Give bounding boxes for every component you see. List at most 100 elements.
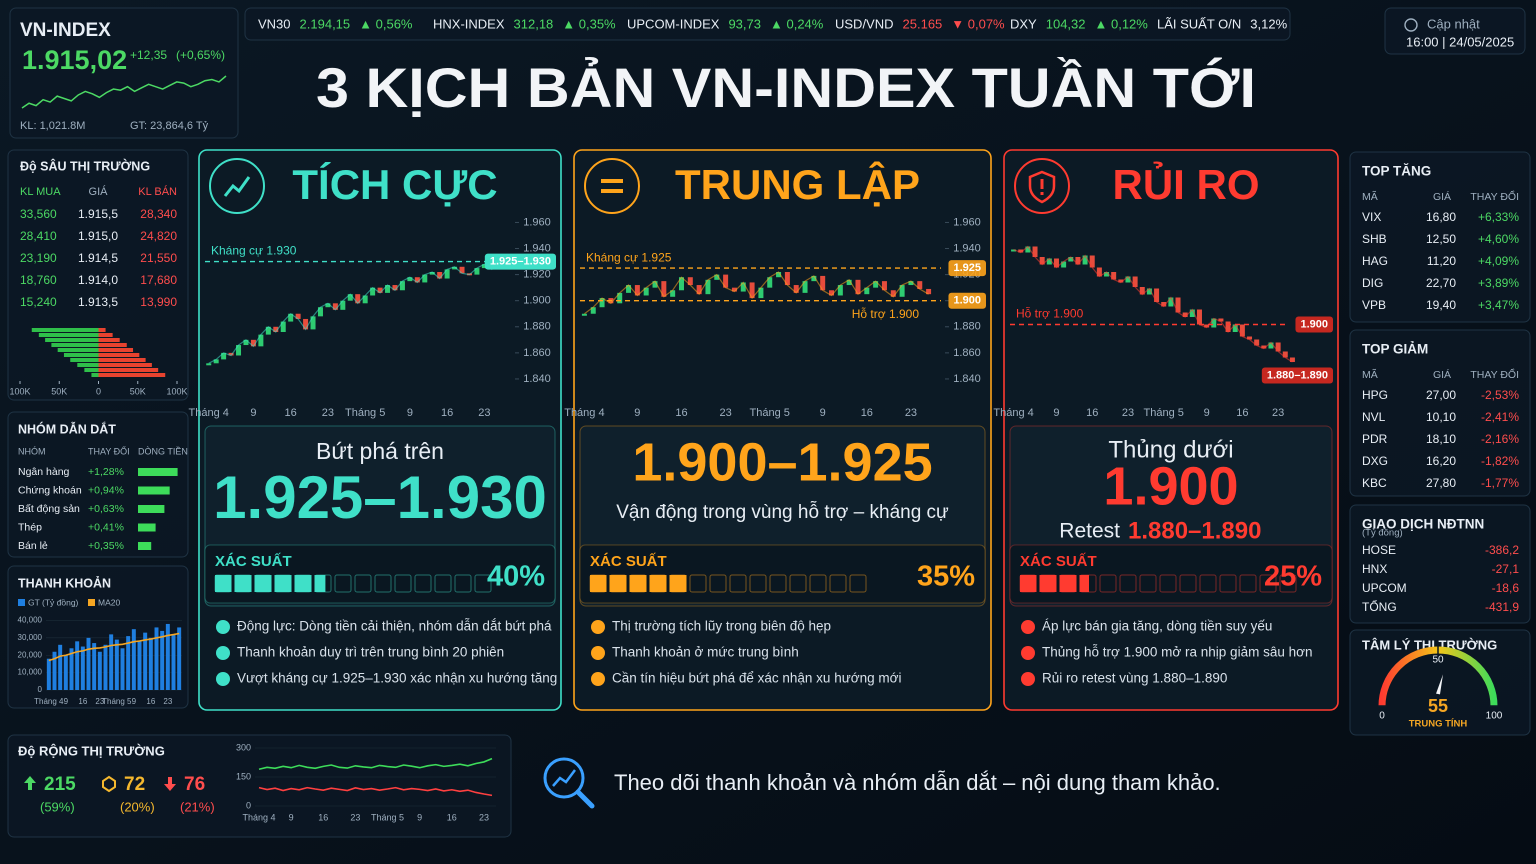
ask-bar bbox=[98, 363, 152, 367]
probability-cell bbox=[414, 574, 432, 593]
candle bbox=[1132, 276, 1138, 287]
candle bbox=[362, 295, 368, 304]
ticker-name: DXY bbox=[1010, 16, 1037, 31]
panel bbox=[1349, 504, 1531, 624]
depth-cell: 23,190 bbox=[20, 251, 57, 265]
scenario-point: Thanh khoản ở mức trung bình bbox=[612, 645, 799, 660]
probability-cell bbox=[769, 574, 787, 593]
cell-gap bbox=[1096, 574, 1100, 593]
candle bbox=[1282, 351, 1288, 358]
cell-gap bbox=[251, 574, 255, 593]
x-tick-label: 16 bbox=[146, 697, 155, 706]
x-tick-label: Tháng 5 bbox=[750, 407, 790, 419]
scenario-point: Vượt kháng cự 1.925–1.930 xác nhận xu hư… bbox=[237, 671, 557, 686]
ticker-value: 104,32 bbox=[1046, 16, 1086, 31]
cell-gap bbox=[706, 574, 710, 593]
y-tick-label: 1.940 bbox=[953, 242, 981, 254]
candle bbox=[1239, 324, 1245, 337]
down-arrow bbox=[164, 777, 176, 791]
candle bbox=[459, 266, 465, 274]
table-cell: SHB bbox=[1362, 232, 1387, 246]
x-tick-label: 9 bbox=[250, 407, 256, 419]
bid-bar bbox=[45, 338, 99, 342]
bar bbox=[58, 644, 63, 690]
candle bbox=[1189, 309, 1195, 317]
panel bbox=[7, 734, 512, 838]
table-cell: -2,53% bbox=[1481, 388, 1519, 402]
probability-cell bbox=[294, 574, 312, 593]
leader-name: Chứng khoán bbox=[18, 484, 82, 496]
ask-bar bbox=[98, 368, 159, 372]
panel bbox=[1349, 329, 1531, 497]
candle bbox=[767, 277, 773, 288]
candle bbox=[820, 275, 826, 291]
candle bbox=[422, 274, 428, 283]
leader-name: Thép bbox=[18, 521, 42, 533]
candle bbox=[1168, 297, 1174, 307]
x-tick-label: Tháng 4 bbox=[189, 407, 229, 419]
up-arrow bbox=[24, 776, 36, 790]
cell-gap bbox=[1196, 574, 1200, 593]
cell-gap bbox=[471, 574, 475, 593]
probability-cell bbox=[1119, 574, 1137, 593]
panel-title: THANH KHOẢN bbox=[18, 575, 111, 590]
panel-title: NHÓM DẪN DẮT bbox=[18, 421, 116, 436]
bullet-icon bbox=[1021, 672, 1035, 686]
ask-bar bbox=[98, 343, 127, 347]
panel bbox=[1384, 7, 1526, 55]
candle bbox=[1053, 258, 1059, 268]
probability-cell bbox=[649, 574, 667, 593]
x-tick-label: 23 bbox=[350, 812, 360, 822]
probability-cell bbox=[1099, 574, 1117, 593]
table-cell: -1,77% bbox=[1481, 476, 1519, 490]
ask-bar bbox=[98, 328, 106, 332]
cell-gap bbox=[291, 574, 295, 593]
bullet-icon bbox=[591, 672, 605, 686]
bullet-icon bbox=[591, 646, 605, 660]
candle bbox=[1075, 257, 1081, 265]
candle bbox=[1254, 339, 1260, 346]
probability-cell bbox=[314, 574, 332, 593]
bar bbox=[63, 655, 68, 690]
depth-cell: 1.913,5 bbox=[78, 295, 118, 309]
bar bbox=[120, 648, 125, 690]
ticker-value: 93,73 bbox=[728, 16, 761, 31]
candle bbox=[652, 281, 658, 288]
flat-icon bbox=[102, 775, 116, 793]
candle bbox=[864, 287, 870, 295]
probability-cell bbox=[1179, 574, 1197, 593]
cell-gap bbox=[271, 574, 275, 593]
table-cell: HAG bbox=[1362, 254, 1388, 268]
x-tick-label: 50K bbox=[130, 386, 146, 396]
candle bbox=[1232, 324, 1238, 332]
series-line bbox=[48, 632, 180, 662]
x-tick-label: 23 bbox=[905, 407, 917, 419]
candle bbox=[617, 292, 623, 304]
ticker-value: 312,18 bbox=[514, 16, 554, 31]
table-header: MÃ bbox=[1362, 190, 1378, 203]
probability-value: 25% bbox=[1264, 561, 1322, 593]
cell-gap bbox=[1156, 574, 1160, 593]
candle bbox=[1011, 249, 1017, 252]
x-tick-label: Tháng 5 bbox=[1144, 407, 1184, 419]
panel bbox=[1349, 629, 1531, 736]
icon-glyph bbox=[223, 176, 251, 197]
cell-gap bbox=[351, 574, 355, 593]
probability-cell bbox=[1019, 574, 1037, 593]
depth-cell: 28,340 bbox=[140, 207, 177, 221]
x-tick-label: 9 bbox=[1204, 407, 1210, 419]
table-cell: 18,10 bbox=[1426, 432, 1456, 446]
candle bbox=[280, 321, 286, 332]
table-cell: -431,9 bbox=[1485, 600, 1519, 614]
x-tick-label: 23 bbox=[95, 697, 104, 706]
x-tick-label: 23 bbox=[1272, 407, 1284, 419]
probability-cell bbox=[749, 574, 767, 593]
index-name: VN-INDEX bbox=[20, 20, 111, 41]
candle bbox=[370, 287, 376, 296]
probability-cell bbox=[669, 574, 687, 593]
x-tick-label: 16 bbox=[1236, 407, 1248, 419]
candle bbox=[758, 287, 764, 299]
scenario-headline: Bứt phá trên bbox=[316, 438, 444, 464]
y-tick-label: 1.840 bbox=[953, 373, 981, 385]
candle bbox=[303, 318, 309, 330]
